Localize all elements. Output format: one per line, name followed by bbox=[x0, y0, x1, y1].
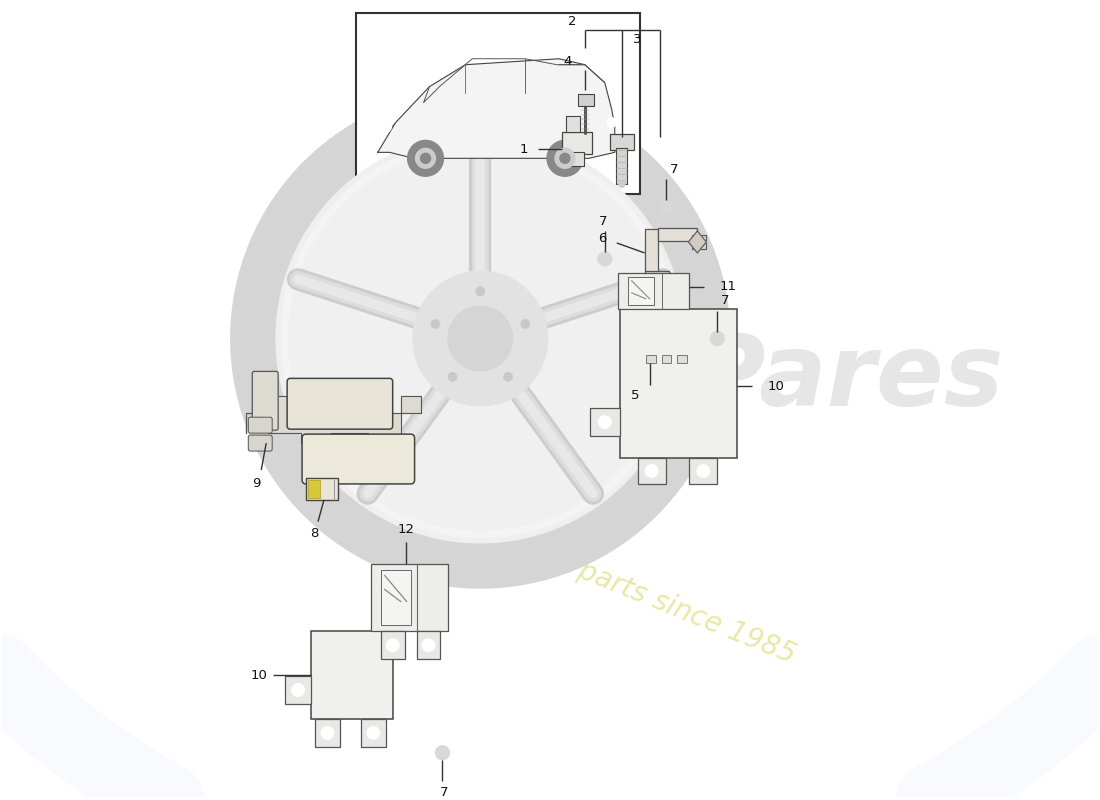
Text: 10: 10 bbox=[251, 669, 267, 682]
FancyBboxPatch shape bbox=[565, 117, 580, 133]
FancyBboxPatch shape bbox=[562, 133, 592, 154]
Circle shape bbox=[697, 465, 710, 478]
Polygon shape bbox=[689, 231, 706, 253]
FancyBboxPatch shape bbox=[616, 148, 627, 184]
Text: 7: 7 bbox=[720, 294, 729, 307]
Circle shape bbox=[547, 140, 583, 176]
Text: 1: 1 bbox=[520, 143, 528, 156]
Bar bbox=[690, 458, 717, 484]
Circle shape bbox=[422, 638, 435, 652]
Bar bbox=[638, 314, 700, 363]
Bar bbox=[361, 719, 386, 746]
Circle shape bbox=[321, 726, 334, 739]
Text: a passion for parts since 1985: a passion for parts since 1985 bbox=[400, 486, 800, 669]
Circle shape bbox=[420, 154, 430, 163]
Circle shape bbox=[597, 252, 612, 266]
Bar bbox=[355, 13, 639, 194]
Bar bbox=[628, 277, 653, 305]
Circle shape bbox=[414, 271, 548, 406]
Bar bbox=[618, 273, 690, 309]
FancyBboxPatch shape bbox=[609, 134, 634, 150]
Text: 9: 9 bbox=[252, 478, 261, 490]
Circle shape bbox=[645, 465, 658, 478]
Bar bbox=[381, 570, 410, 626]
Circle shape bbox=[366, 726, 379, 739]
Bar bbox=[417, 631, 440, 659]
Circle shape bbox=[560, 154, 570, 163]
Text: 2: 2 bbox=[568, 15, 576, 29]
Circle shape bbox=[607, 118, 617, 127]
Text: euroPares: euroPares bbox=[436, 330, 1003, 427]
FancyBboxPatch shape bbox=[306, 478, 338, 500]
Circle shape bbox=[520, 319, 530, 329]
Circle shape bbox=[436, 746, 450, 760]
Circle shape bbox=[582, 357, 625, 401]
Text: 7: 7 bbox=[598, 214, 607, 227]
Bar bbox=[645, 271, 670, 281]
Text: 12: 12 bbox=[397, 523, 414, 536]
FancyBboxPatch shape bbox=[302, 434, 415, 484]
Circle shape bbox=[448, 372, 456, 382]
Bar bbox=[315, 719, 340, 746]
Bar bbox=[661, 355, 671, 363]
Circle shape bbox=[598, 416, 612, 429]
Bar bbox=[692, 235, 706, 249]
FancyBboxPatch shape bbox=[249, 418, 272, 433]
Bar bbox=[658, 228, 697, 241]
Text: 3: 3 bbox=[634, 34, 642, 46]
Bar bbox=[311, 631, 393, 719]
Polygon shape bbox=[246, 396, 420, 443]
FancyBboxPatch shape bbox=[252, 371, 278, 430]
Bar bbox=[381, 631, 405, 659]
Circle shape bbox=[386, 638, 399, 652]
Text: 11: 11 bbox=[719, 280, 736, 294]
Text: 5: 5 bbox=[631, 389, 640, 402]
Circle shape bbox=[292, 683, 305, 697]
Circle shape bbox=[336, 357, 380, 401]
Circle shape bbox=[431, 319, 440, 329]
Bar bbox=[678, 355, 688, 363]
Circle shape bbox=[231, 90, 729, 587]
Circle shape bbox=[282, 139, 680, 538]
Bar bbox=[638, 458, 666, 484]
Bar bbox=[645, 229, 658, 277]
Polygon shape bbox=[377, 58, 615, 158]
Circle shape bbox=[383, 212, 426, 256]
Circle shape bbox=[408, 140, 443, 176]
Text: 6: 6 bbox=[598, 233, 607, 246]
Circle shape bbox=[504, 372, 513, 382]
Circle shape bbox=[416, 148, 436, 168]
FancyBboxPatch shape bbox=[249, 435, 272, 451]
Circle shape bbox=[459, 446, 503, 490]
Text: 4: 4 bbox=[563, 55, 572, 68]
Circle shape bbox=[276, 134, 684, 542]
Circle shape bbox=[556, 148, 575, 168]
Text: 7: 7 bbox=[670, 162, 679, 176]
Circle shape bbox=[448, 306, 513, 371]
Circle shape bbox=[288, 147, 672, 530]
Text: 10: 10 bbox=[767, 380, 784, 393]
Circle shape bbox=[618, 181, 625, 188]
Circle shape bbox=[660, 200, 673, 214]
Bar bbox=[646, 355, 656, 363]
Bar bbox=[371, 563, 449, 631]
Circle shape bbox=[476, 286, 485, 296]
Circle shape bbox=[379, 121, 392, 133]
Text: 8: 8 bbox=[310, 527, 318, 540]
Bar bbox=[619, 309, 737, 458]
Text: 7: 7 bbox=[440, 786, 449, 799]
Bar bbox=[308, 480, 320, 498]
Bar bbox=[590, 408, 619, 436]
Circle shape bbox=[711, 331, 724, 346]
FancyBboxPatch shape bbox=[287, 378, 393, 429]
Bar bbox=[285, 676, 311, 704]
FancyBboxPatch shape bbox=[568, 152, 584, 166]
FancyBboxPatch shape bbox=[578, 94, 594, 106]
Circle shape bbox=[535, 212, 579, 256]
